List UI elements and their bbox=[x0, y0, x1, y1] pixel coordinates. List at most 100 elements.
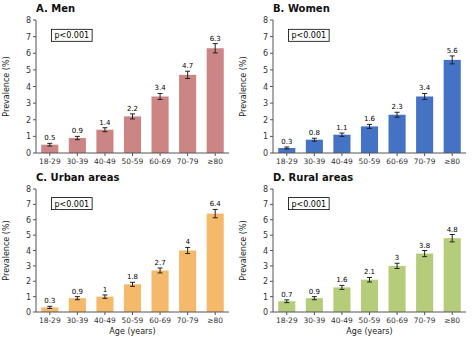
bar bbox=[306, 298, 323, 312]
y-tick-label: 4 bbox=[263, 247, 268, 256]
error-cap bbox=[422, 99, 427, 100]
error-cap bbox=[102, 294, 107, 295]
error-cap bbox=[47, 143, 52, 144]
error-cap bbox=[130, 118, 135, 119]
error-bar bbox=[367, 124, 372, 128]
x-tick bbox=[286, 153, 287, 156]
data-label: 5.6 bbox=[447, 47, 459, 55]
error-line bbox=[397, 263, 398, 268]
x-tick-label: 30-39 bbox=[66, 316, 88, 325]
error-cap bbox=[339, 289, 344, 290]
y-tick-label: 3 bbox=[26, 99, 31, 108]
error-line bbox=[160, 268, 161, 273]
error-cap bbox=[312, 299, 317, 300]
x-tick bbox=[160, 153, 161, 156]
x-tick-label: 40-49 bbox=[94, 157, 116, 166]
y-tick-label: 3 bbox=[26, 262, 31, 271]
error-cap bbox=[284, 147, 289, 148]
error-line bbox=[187, 71, 188, 78]
x-tick-label: 70-79 bbox=[414, 157, 436, 166]
error-cap bbox=[339, 133, 344, 134]
x-axis-label: Age (years) bbox=[346, 327, 392, 336]
x-tick bbox=[215, 312, 216, 315]
x-tick bbox=[104, 153, 105, 156]
error-cap bbox=[284, 149, 289, 150]
y-tick-label: 1 bbox=[26, 293, 31, 302]
error-cap bbox=[450, 55, 455, 56]
y-tick-label: 4 bbox=[26, 83, 31, 92]
y-tick-label: 0 bbox=[263, 149, 268, 158]
y-axis-label: Prevalence (%) bbox=[239, 56, 248, 116]
error-cap bbox=[312, 141, 317, 142]
x-tick bbox=[397, 312, 398, 315]
bar bbox=[96, 297, 113, 312]
error-bar bbox=[395, 263, 400, 268]
y-tick-label: 1 bbox=[263, 132, 268, 141]
error-cap bbox=[75, 139, 80, 140]
y-tick-label: 1 bbox=[26, 132, 31, 141]
error-bar bbox=[339, 285, 344, 289]
x-tick bbox=[77, 312, 78, 315]
error-bar bbox=[158, 93, 163, 99]
y-tick-label: 8 bbox=[263, 185, 268, 194]
error-cap bbox=[395, 112, 400, 113]
data-label: 0.9 bbox=[72, 288, 83, 296]
y-tick-label: 4 bbox=[26, 247, 31, 256]
error-line bbox=[215, 44, 216, 53]
y-tick-label: 7 bbox=[263, 33, 268, 42]
bar bbox=[41, 307, 58, 312]
data-label: 6.3 bbox=[210, 35, 221, 43]
error-line bbox=[104, 128, 105, 132]
annotation: p<0.001 bbox=[291, 31, 326, 40]
y-tick-label: 0 bbox=[26, 149, 31, 158]
error-bar bbox=[284, 300, 289, 303]
error-cap bbox=[367, 124, 372, 125]
figure: 0123456780.50.91.42.23.44.76.318-2930-39… bbox=[0, 0, 474, 338]
y-axis-label: Prevalence (%) bbox=[2, 56, 11, 116]
y-tick-label: 5 bbox=[263, 231, 268, 240]
error-cap bbox=[284, 302, 289, 303]
data-label: 3.4 bbox=[155, 84, 167, 92]
y-tick-label: 0 bbox=[263, 308, 268, 317]
error-cap bbox=[47, 308, 52, 309]
y-tick-label: 2 bbox=[263, 277, 268, 286]
x-tick bbox=[397, 153, 398, 156]
error-cap bbox=[450, 63, 455, 64]
bar bbox=[41, 145, 58, 153]
data-label: 3 bbox=[395, 254, 399, 262]
error-bar bbox=[158, 268, 163, 273]
panel: 0123456780.70.91.62.133.84.818-2930-3940… bbox=[239, 172, 466, 336]
x-tick-label: 60-69 bbox=[149, 316, 171, 325]
data-label: 0.7 bbox=[281, 291, 292, 299]
annotation-box bbox=[288, 198, 329, 210]
error-cap bbox=[339, 285, 344, 286]
y-tick-label: 8 bbox=[26, 185, 31, 194]
x-tick-label: 18-29 bbox=[276, 316, 298, 325]
error-cap bbox=[130, 286, 135, 287]
x-tick-label: 50-59 bbox=[122, 316, 144, 325]
data-label: 1.6 bbox=[336, 276, 348, 284]
marks bbox=[278, 235, 461, 312]
x-tick-label: 50-59 bbox=[122, 157, 144, 166]
x-tick bbox=[132, 153, 133, 156]
bar bbox=[96, 130, 113, 153]
bar bbox=[207, 48, 224, 153]
error-cap bbox=[422, 256, 427, 257]
error-cap bbox=[158, 272, 163, 273]
data-label: 4.8 bbox=[447, 226, 458, 234]
error-cap bbox=[75, 299, 80, 300]
error-bar bbox=[185, 71, 190, 78]
bar bbox=[278, 148, 295, 153]
y-tick-label: 7 bbox=[26, 33, 31, 42]
annotation: p<0.001 bbox=[54, 31, 89, 40]
error-cap bbox=[185, 253, 190, 254]
x-tick-label: 60-69 bbox=[386, 316, 408, 325]
error-cap bbox=[158, 99, 163, 100]
y-tick-label: 3 bbox=[263, 262, 268, 271]
x-axis-label: Age (years) bbox=[109, 327, 155, 336]
x-tick bbox=[424, 312, 425, 315]
error-bar bbox=[213, 209, 218, 217]
data-label: 3.4 bbox=[419, 84, 431, 92]
data-label: 2.7 bbox=[155, 259, 166, 267]
bar bbox=[152, 96, 169, 153]
